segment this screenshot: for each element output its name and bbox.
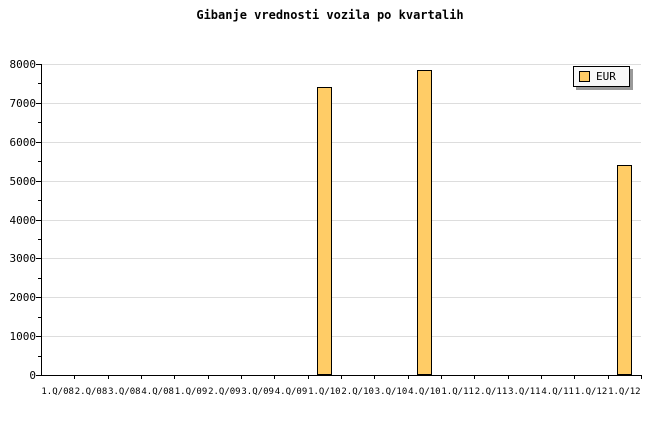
- y-minor-tick: [38, 122, 41, 124]
- y-minor-tick: [38, 277, 41, 279]
- x-tick: [441, 375, 442, 379]
- x-tick-label: 1.Q/09: [174, 387, 208, 397]
- x-tick: [274, 375, 276, 379]
- x-tick-label: 4.Q/11: [541, 387, 574, 397]
- x-tick-label: 1.Q/12: [574, 387, 608, 397]
- x-tick-label: 2.Q/11: [474, 387, 508, 397]
- x-tick: [541, 375, 542, 379]
- y-tick-label: 0: [29, 369, 36, 382]
- x-tick-label: 2.Q/08: [74, 387, 108, 397]
- x-tick: [141, 375, 142, 379]
- x-tick-label: 4.Q/09: [274, 387, 308, 397]
- gridline: [41, 180, 641, 182]
- x-tick: [207, 375, 209, 379]
- gridline: [41, 219, 641, 221]
- y-minor-tick: [38, 316, 41, 318]
- y-major-tick: [36, 297, 41, 299]
- y-minor-tick: [38, 238, 41, 240]
- y-tick-label: 5000: [9, 174, 37, 188]
- chart-title: Gibanje vrednosti vozila po kvartalih: [196, 8, 464, 22]
- legend-swatch-icon: [579, 71, 590, 82]
- y-tick-label: 2000: [9, 291, 37, 305]
- y-tick-label: 1000: [9, 330, 37, 344]
- x-tick-label: 1.Q/10: [308, 387, 341, 397]
- gridline: [41, 258, 641, 260]
- y-tick-label: 3000: [9, 252, 37, 266]
- y-tick-label: 8000: [9, 58, 37, 71]
- x-tick: [607, 375, 609, 379]
- x-tick-label: 1.Q/12: [608, 387, 641, 397]
- bar: [416, 69, 432, 375]
- y-major-tick: [36, 375, 41, 376]
- y-major-tick: [36, 258, 41, 260]
- y-tick-label: 6000: [9, 135, 37, 149]
- x-tick-label: 3.Q/08: [108, 387, 141, 397]
- x-tick-label: 3.Q/11: [508, 387, 541, 397]
- bar: [616, 165, 632, 375]
- y-major-tick: [36, 180, 41, 182]
- y-axis: [41, 64, 42, 376]
- x-tick: [641, 375, 642, 379]
- x-tick: [307, 375, 309, 379]
- x-tick-label: 4.Q/08: [141, 387, 174, 397]
- legend-box: EUR: [573, 66, 630, 87]
- x-tick: [507, 375, 509, 379]
- x-tick: [341, 375, 342, 379]
- gridline: [41, 336, 641, 338]
- x-tick-label: 4.Q/10: [408, 387, 441, 397]
- x-tick-label: 3.Q/09: [241, 387, 274, 397]
- gridline: [41, 297, 641, 299]
- x-tick: [574, 375, 576, 379]
- x-tick: [174, 375, 176, 379]
- y-major-tick: [36, 336, 41, 338]
- y-major-tick: [36, 219, 41, 221]
- x-tick: [474, 375, 476, 379]
- x-tick: [407, 375, 409, 379]
- x-tick-label: 2.Q/10: [341, 387, 374, 397]
- legend-label: EUR: [596, 70, 616, 83]
- x-tick-label: 1.Q/08: [41, 387, 74, 397]
- x-tick-label: 1.Q/11: [441, 387, 474, 397]
- y-major-tick: [36, 102, 41, 104]
- x-tick: [107, 375, 109, 379]
- x-tick-label: 3.Q/10: [374, 387, 408, 397]
- x-tick-label: 2.Q/09: [208, 387, 241, 397]
- x-tick: [241, 375, 242, 379]
- y-minor-tick: [38, 200, 41, 202]
- x-tick: [374, 375, 376, 379]
- x-tick: [74, 375, 76, 379]
- y-major-tick: [36, 64, 41, 65]
- gridline: [41, 64, 641, 65]
- gridline: [41, 141, 641, 143]
- gridline: [41, 102, 641, 104]
- y-minor-tick: [38, 161, 41, 163]
- y-tick-label: 7000: [9, 96, 37, 110]
- y-major-tick: [36, 141, 41, 143]
- bar: [316, 87, 332, 375]
- y-tick-label: 4000: [9, 213, 37, 227]
- y-minor-tick: [38, 83, 41, 85]
- y-minor-tick: [38, 355, 41, 357]
